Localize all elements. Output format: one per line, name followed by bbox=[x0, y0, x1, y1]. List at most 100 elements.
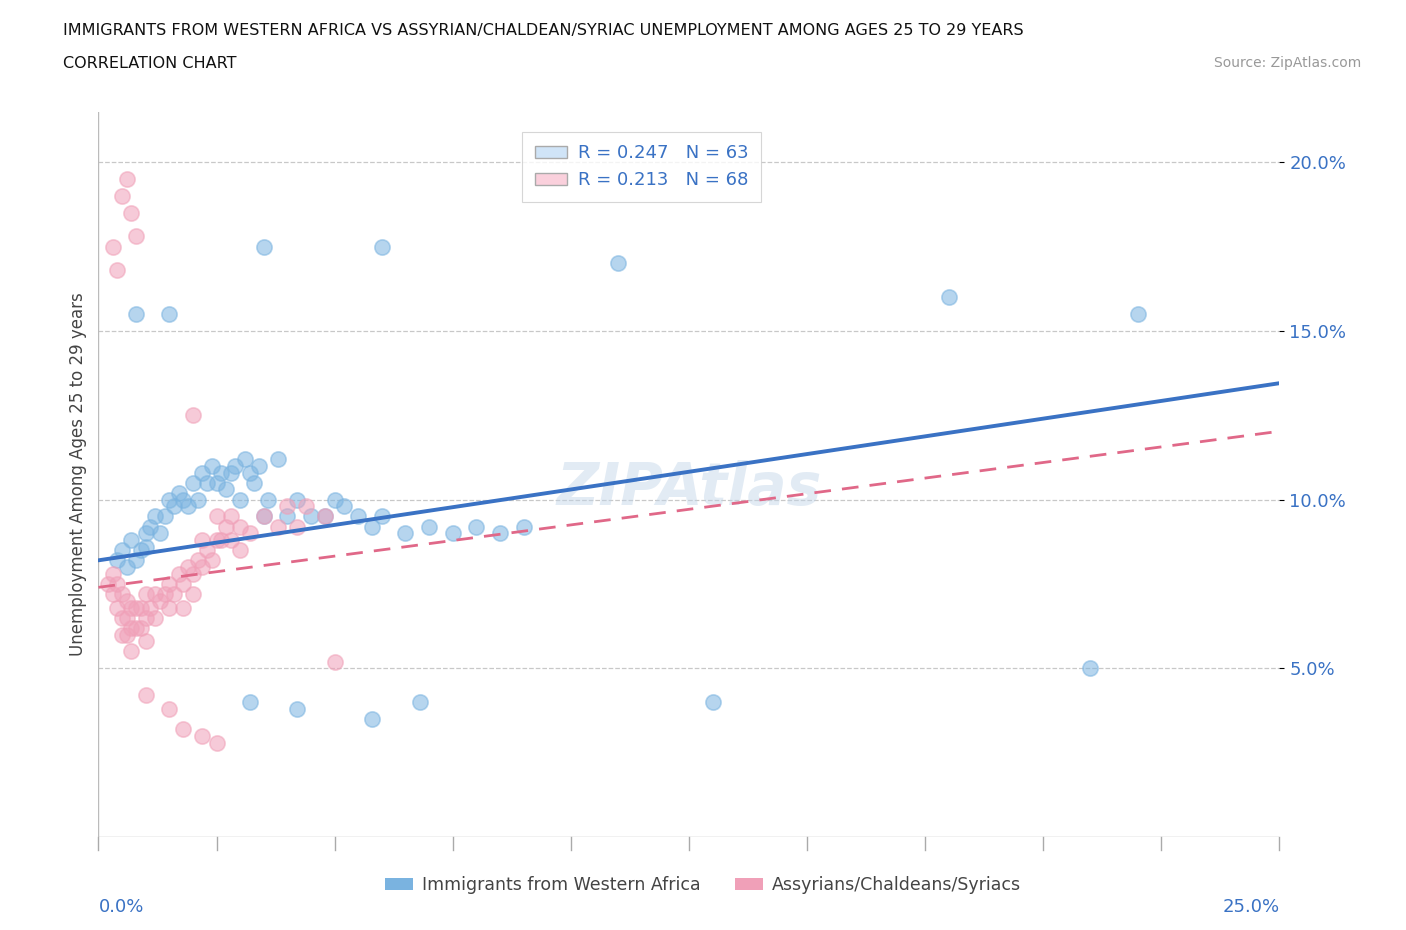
Point bbox=[299, 509, 322, 524]
Point bbox=[111, 610, 134, 625]
Point bbox=[465, 519, 488, 534]
Point bbox=[607, 256, 630, 271]
Point bbox=[187, 492, 209, 507]
Point bbox=[157, 600, 180, 615]
Point bbox=[224, 458, 246, 473]
Point bbox=[125, 600, 148, 615]
Point bbox=[323, 492, 346, 507]
Point bbox=[201, 553, 224, 568]
Point bbox=[229, 543, 252, 558]
Point bbox=[135, 525, 157, 540]
Point bbox=[489, 525, 512, 540]
Point bbox=[129, 543, 152, 558]
Point bbox=[167, 566, 190, 581]
Point bbox=[267, 519, 290, 534]
Point bbox=[285, 519, 308, 534]
Point bbox=[333, 498, 356, 513]
Point bbox=[215, 482, 238, 497]
Point bbox=[157, 492, 180, 507]
Point bbox=[135, 539, 157, 554]
Point bbox=[111, 543, 134, 558]
Text: IMMIGRANTS FROM WESTERN AFRICA VS ASSYRIAN/CHALDEAN/SYRIAC UNEMPLOYMENT AMONG AG: IMMIGRANTS FROM WESTERN AFRICA VS ASSYRI… bbox=[63, 23, 1024, 38]
Point bbox=[239, 695, 262, 710]
Point bbox=[111, 627, 134, 642]
Point bbox=[408, 695, 430, 710]
Point bbox=[125, 229, 148, 244]
Legend: Immigrants from Western Africa, Assyrians/Chaldeans/Syriacs: Immigrants from Western Africa, Assyrian… bbox=[378, 869, 1028, 901]
Point bbox=[153, 587, 176, 602]
Point bbox=[1080, 661, 1102, 676]
Point bbox=[191, 533, 214, 548]
Point bbox=[149, 593, 172, 608]
Point bbox=[239, 525, 262, 540]
Point bbox=[115, 593, 138, 608]
Point bbox=[285, 492, 308, 507]
Point bbox=[215, 519, 238, 534]
Point bbox=[323, 654, 346, 669]
Point bbox=[191, 465, 214, 480]
Point bbox=[143, 610, 166, 625]
Point bbox=[172, 492, 194, 507]
Point bbox=[153, 509, 176, 524]
Point bbox=[512, 519, 534, 534]
Point bbox=[101, 239, 124, 254]
Point bbox=[205, 475, 228, 490]
Point bbox=[135, 610, 157, 625]
Point bbox=[129, 600, 152, 615]
Point bbox=[209, 533, 232, 548]
Y-axis label: Unemployment Among Ages 25 to 29 years: Unemployment Among Ages 25 to 29 years bbox=[69, 292, 87, 657]
Point bbox=[125, 307, 148, 322]
Point bbox=[101, 587, 124, 602]
Point bbox=[121, 533, 143, 548]
Point bbox=[229, 519, 252, 534]
Legend: R = 0.247   N = 63, R = 0.213   N = 68: R = 0.247 N = 63, R = 0.213 N = 68 bbox=[522, 131, 761, 202]
Point bbox=[129, 620, 152, 635]
Point bbox=[361, 519, 384, 534]
Point bbox=[181, 475, 204, 490]
Point bbox=[205, 735, 228, 750]
Point bbox=[135, 634, 157, 649]
Point bbox=[219, 533, 242, 548]
Point bbox=[181, 408, 204, 423]
Point bbox=[201, 458, 224, 473]
Point bbox=[195, 475, 218, 490]
Point bbox=[285, 701, 308, 716]
Point bbox=[163, 587, 186, 602]
Point bbox=[219, 509, 242, 524]
Point bbox=[191, 560, 214, 575]
Point bbox=[418, 519, 440, 534]
Point bbox=[267, 452, 290, 467]
Text: Source: ZipAtlas.com: Source: ZipAtlas.com bbox=[1213, 56, 1361, 70]
Point bbox=[115, 560, 138, 575]
Point bbox=[205, 533, 228, 548]
Point bbox=[276, 509, 298, 524]
Point bbox=[167, 485, 190, 500]
Point bbox=[371, 239, 394, 254]
Point bbox=[243, 475, 266, 490]
Point bbox=[157, 701, 180, 716]
Point bbox=[195, 543, 218, 558]
Point bbox=[139, 600, 162, 615]
Point bbox=[295, 498, 318, 513]
Text: 0.0%: 0.0% bbox=[98, 897, 143, 916]
Point bbox=[121, 600, 143, 615]
Point bbox=[172, 577, 194, 591]
Point bbox=[314, 509, 336, 524]
Point bbox=[276, 498, 298, 513]
Point bbox=[177, 560, 200, 575]
Point bbox=[229, 492, 252, 507]
Point bbox=[371, 509, 394, 524]
Point bbox=[163, 498, 186, 513]
Point bbox=[125, 553, 148, 568]
Point bbox=[361, 711, 384, 726]
Point bbox=[441, 525, 464, 540]
Point bbox=[233, 452, 256, 467]
Point bbox=[702, 695, 724, 710]
Point bbox=[105, 263, 128, 278]
Point bbox=[205, 509, 228, 524]
Point bbox=[253, 509, 276, 524]
Point bbox=[239, 465, 262, 480]
Point bbox=[219, 465, 242, 480]
Text: ZIPAtlas: ZIPAtlas bbox=[557, 460, 821, 517]
Point bbox=[172, 722, 194, 737]
